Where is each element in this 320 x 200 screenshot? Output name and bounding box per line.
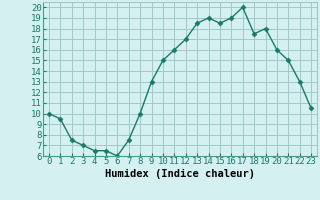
X-axis label: Humidex (Indice chaleur): Humidex (Indice chaleur)	[105, 169, 255, 179]
